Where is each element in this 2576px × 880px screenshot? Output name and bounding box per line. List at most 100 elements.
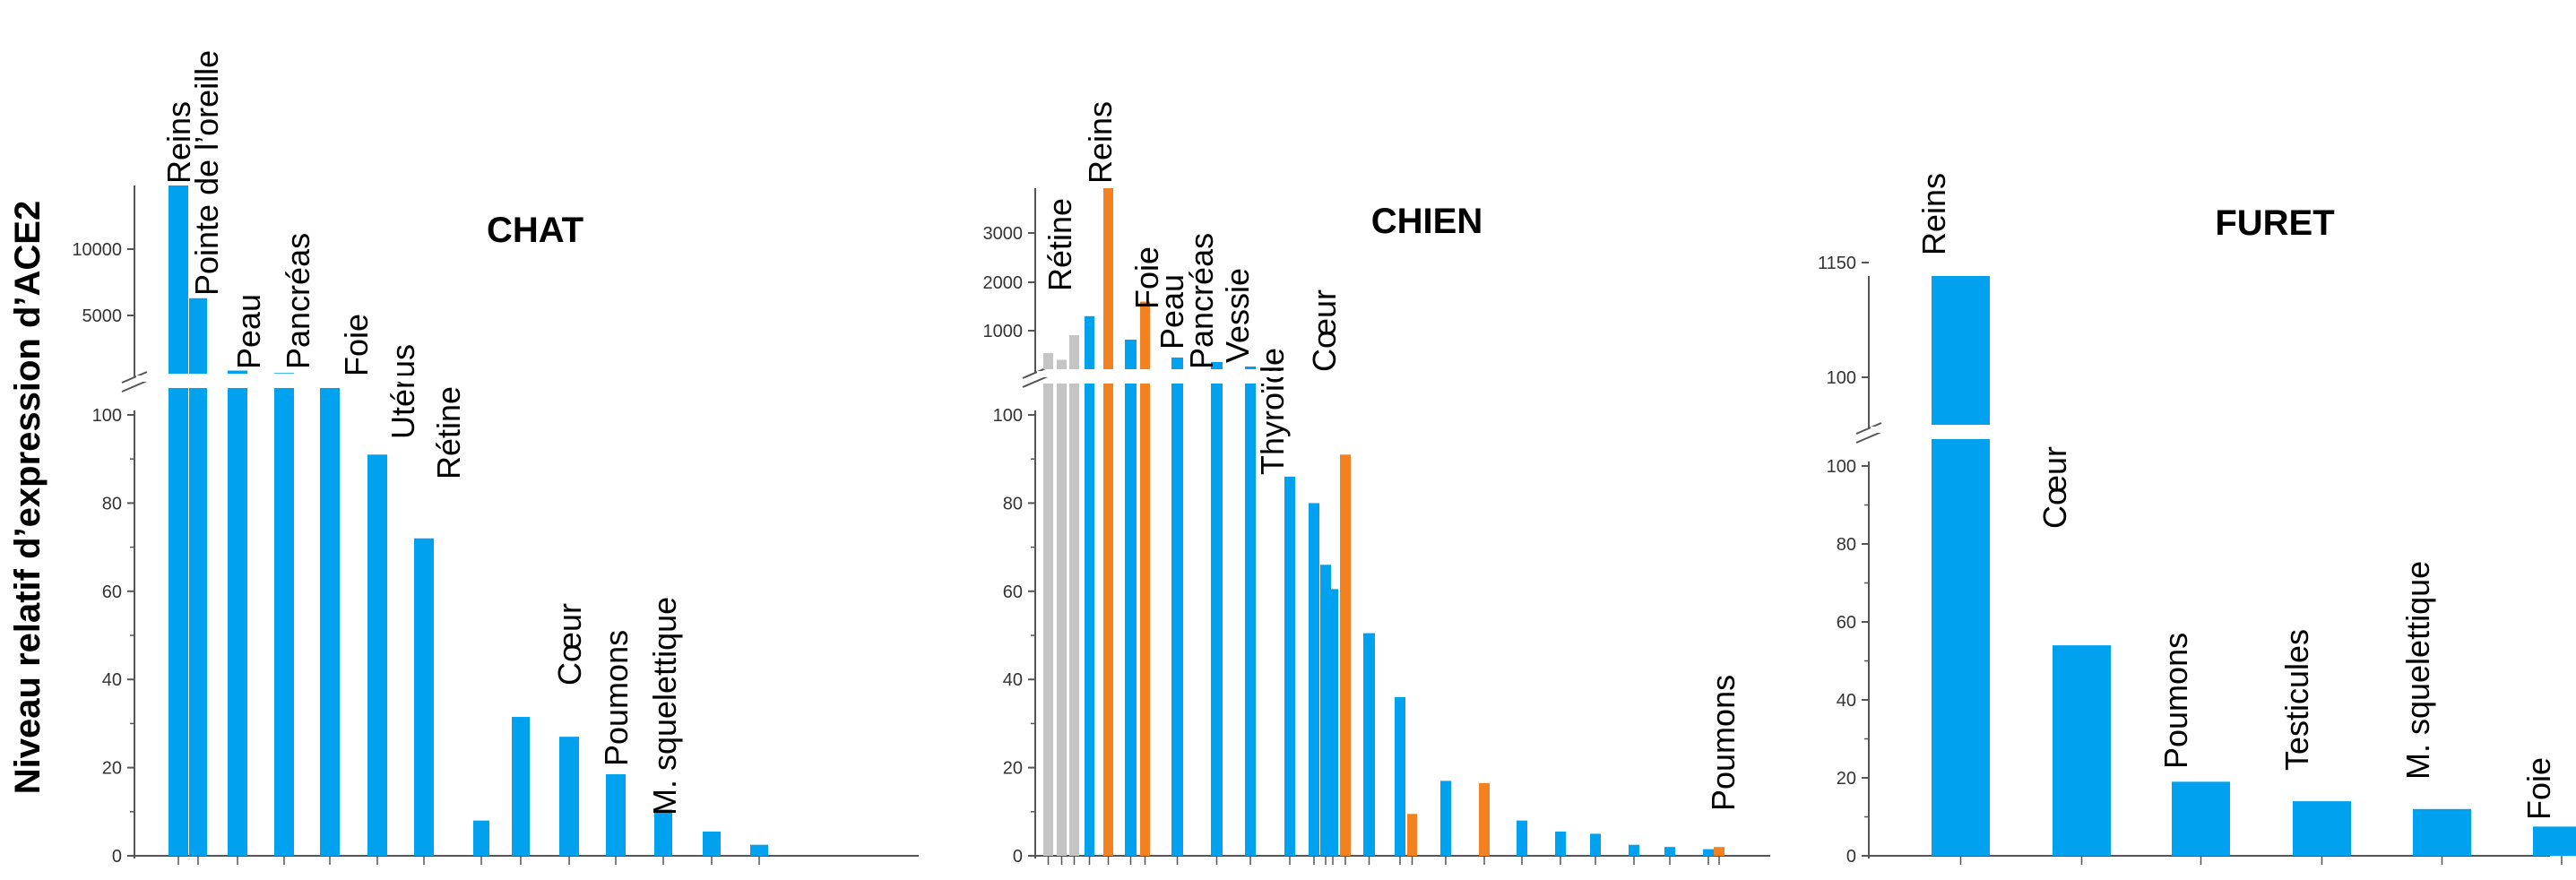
chat-y-tick-label: 100 bbox=[92, 406, 122, 426]
chien-y-tick-label: 0 bbox=[1013, 847, 1023, 867]
chat-bar bbox=[274, 373, 294, 374]
furet-y-tick-label: 80 bbox=[1837, 535, 1856, 555]
chien-bar bbox=[1140, 384, 1150, 415]
furet-bar-label: Reins bbox=[1915, 173, 1952, 255]
chien-bar bbox=[1085, 384, 1094, 415]
chien-bar-label: Thyroïde bbox=[1254, 348, 1291, 475]
chat-bar bbox=[189, 415, 207, 856]
chien-bar-label: Foie bbox=[1128, 246, 1165, 309]
furet-y-tick-label: 40 bbox=[1837, 691, 1856, 711]
furet-break-band bbox=[1871, 427, 2552, 433]
chien-bar bbox=[1714, 847, 1725, 856]
chien-bar-label: Cœur bbox=[1306, 289, 1343, 372]
furet-bar-label: Poumons bbox=[2157, 633, 2194, 769]
chat-y-tick-label: 40 bbox=[102, 670, 122, 690]
chien-bar bbox=[1043, 353, 1053, 369]
chat-bar bbox=[367, 454, 387, 856]
chien-y-tick-label: 60 bbox=[1003, 582, 1023, 602]
chat-bar bbox=[189, 388, 207, 415]
furet-y-tick-label: 60 bbox=[1837, 613, 1856, 633]
chat-bar bbox=[606, 773, 626, 856]
furet-bar bbox=[1932, 276, 1990, 425]
chat-bar bbox=[189, 298, 207, 374]
chien-bar bbox=[1517, 820, 1527, 856]
furet-bar bbox=[2413, 808, 2471, 856]
chien-y-tick-label: 3000 bbox=[983, 224, 1024, 244]
chien-bar bbox=[1440, 781, 1451, 856]
furet-axis-break bbox=[1855, 422, 1882, 435]
chien-bar bbox=[1125, 415, 1137, 856]
chien-title: CHIEN bbox=[1371, 202, 1482, 241]
furet-y-tick-label: 20 bbox=[1837, 769, 1856, 789]
chien-bar bbox=[1211, 362, 1223, 369]
chat-bar bbox=[559, 737, 579, 856]
chat-bar bbox=[473, 820, 489, 856]
chat-y-tick-label: 10000 bbox=[72, 240, 122, 260]
chien-bar bbox=[1284, 476, 1295, 856]
chat-bar bbox=[169, 388, 188, 415]
chien-bar-label: Poumons bbox=[1705, 675, 1742, 811]
chat-bar bbox=[654, 809, 672, 856]
chien-bar bbox=[1664, 847, 1675, 856]
chat-break-band bbox=[136, 375, 921, 382]
chat-bar bbox=[228, 388, 247, 415]
chat-bar bbox=[703, 831, 721, 856]
chat-bar-label: Peau bbox=[230, 294, 267, 369]
furet-y-tick-label: 100 bbox=[1827, 368, 1856, 388]
chien-bar-label: Reins bbox=[1082, 101, 1119, 184]
chien-bar bbox=[1171, 415, 1183, 856]
chien-bar bbox=[1327, 589, 1338, 856]
chat-bar bbox=[169, 185, 188, 374]
chat-bar bbox=[750, 844, 768, 856]
chat-axis-break bbox=[121, 380, 148, 393]
chien-bar-label: Vessie bbox=[1219, 268, 1256, 363]
chien-bar-label: Pancréas bbox=[1183, 233, 1220, 369]
furet-y-tick-label: 1150 bbox=[1818, 254, 1856, 273]
chien-bar bbox=[1211, 384, 1223, 415]
y-axis-label: Niveau relatif d’expression d’ACE2 bbox=[8, 201, 48, 794]
chien-y-tick-label: 20 bbox=[1003, 759, 1023, 779]
chat-title: CHAT bbox=[487, 211, 583, 250]
furet-bar-label: Foie bbox=[2520, 757, 2557, 820]
furet-title: FURET bbox=[2215, 203, 2334, 243]
chien-bar bbox=[1363, 633, 1375, 856]
chat-bar-label: Pointe de l’oreille bbox=[188, 50, 225, 296]
chat-bar bbox=[320, 415, 340, 856]
chien-bar bbox=[1057, 415, 1067, 856]
chat-bar bbox=[274, 388, 294, 415]
chat-bar-label: Rétine bbox=[430, 386, 467, 479]
chien-bar bbox=[1479, 782, 1490, 856]
chat-bar bbox=[169, 415, 188, 856]
chien-bar bbox=[1703, 849, 1714, 856]
chat-bar-label: Poumons bbox=[598, 630, 635, 766]
chien-y-tick-label: 80 bbox=[1003, 494, 1023, 513]
chat-bar-label: Cœur bbox=[551, 603, 588, 686]
chien-bar-label: Rétine bbox=[1042, 198, 1078, 291]
furet-bar bbox=[2533, 826, 2576, 856]
chien-bar bbox=[1245, 384, 1256, 415]
chat-bar-label: Reins bbox=[160, 101, 197, 184]
chien-bar bbox=[1085, 315, 1094, 369]
chat-bar bbox=[414, 538, 434, 856]
chat-bar-label: Utérus bbox=[385, 344, 421, 439]
chien-bar bbox=[1103, 384, 1113, 415]
chien-bar bbox=[1245, 367, 1256, 369]
chat-y-tick-label: 20 bbox=[102, 759, 122, 779]
furet-y-tick-label: 100 bbox=[1827, 457, 1856, 477]
chien-y-tick-label: 2000 bbox=[983, 273, 1024, 293]
chien-bar bbox=[1085, 415, 1094, 856]
chien-bar bbox=[1171, 358, 1183, 369]
chat-bar-label: Foie bbox=[338, 314, 375, 376]
chat-bar-label: Pancréas bbox=[280, 233, 316, 369]
chat-bar bbox=[512, 717, 530, 856]
chat-bar bbox=[274, 415, 294, 856]
chat-y-tick-label: 5000 bbox=[82, 306, 123, 326]
chien-bar bbox=[1629, 844, 1639, 856]
furet-bar-label: M. squelettique bbox=[2399, 561, 2436, 780]
chat-bar bbox=[228, 370, 247, 374]
chien-bar bbox=[1140, 301, 1150, 369]
chat-bar-label: M. squelettique bbox=[646, 597, 683, 815]
chat-y-tick-label: 60 bbox=[102, 582, 122, 602]
chien-y-tick-label: 1000 bbox=[983, 322, 1024, 341]
